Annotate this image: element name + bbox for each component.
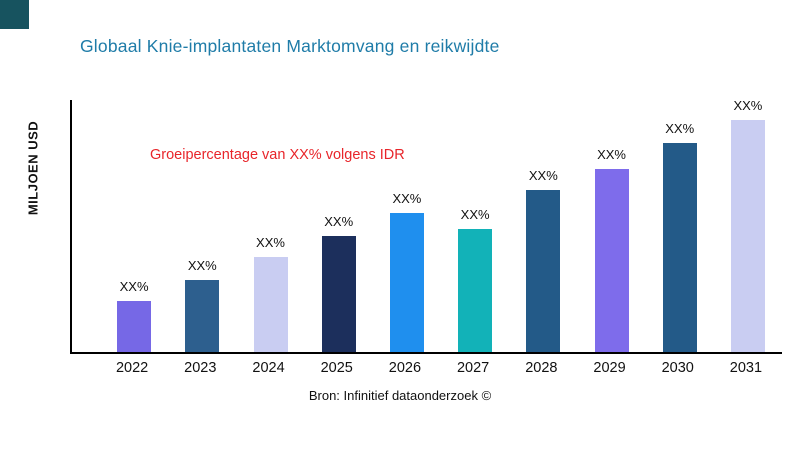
bar-2022 [117,301,152,352]
bar-group-2028: XX% [509,168,577,352]
x-tick-2029: 2029 [593,360,626,376]
x-tick-2031: 2031 [729,360,763,376]
bar-group-2031: XX% [714,98,782,352]
bar-group-2027: XX% [441,207,509,352]
bar-2029 [594,169,629,352]
x-tick-2023: 2023 [184,360,217,376]
x-tick-2028: 2028 [525,360,558,376]
y-axis-label: MILJOEN USD [25,120,41,216]
bar-value-label-2029: XX% [597,147,626,162]
plot-area: XX% XX% XX% XX% XX% XX% XX% XX% XX% XX% [70,98,782,354]
bar-group-2029: XX% [577,147,645,352]
bar-group-2026: XX% [373,191,441,352]
bar-group-2022: XX% [100,279,168,352]
chart-title: Globaal Knie-implantaten Marktomvang en … [80,36,500,56]
corner-accent [0,0,29,29]
bar-2028 [526,190,561,352]
bar-value-label-2030: XX% [665,121,695,136]
bar-value-label-2026: XX% [392,191,422,206]
bar-2025 [321,236,356,352]
x-axis-tick-labels: 2022 2023 2024 2025 2026 2027 2028 2029 2030 2031 [98,360,780,376]
bar-value-label-2023: XX% [187,258,217,273]
x-tick-2027: 2027 [456,360,490,376]
bar-value-label-2022: XX% [119,279,149,294]
x-tick-2030: 2030 [661,360,694,376]
bar-group-2025: XX% [305,214,373,352]
source-caption: Bron: Infinitief dataonderzoek © [308,388,492,403]
bar-2026 [389,213,424,352]
bars-container: XX% XX% XX% XX% XX% XX% XX% XX% XX% XX% [100,98,782,352]
bar-group-2030: XX% [646,121,714,352]
bar-value-label-2027: XX% [460,207,490,222]
bar-2030 [662,143,697,352]
x-tick-2025: 2025 [320,360,353,376]
bar-value-label-2028: XX% [528,168,558,183]
bar-value-label-2024: XX% [256,235,285,250]
bar-2024 [253,257,288,352]
bar-2031 [730,120,765,352]
growth-annotation: Groeipercentage van XX% volgens IDR [150,147,405,163]
x-tick-2022: 2022 [115,360,149,376]
bar-value-label-2031: XX% [733,98,763,113]
bar-2023 [185,280,220,352]
x-tick-2024: 2024 [252,360,285,376]
bar-group-2023: XX% [168,258,236,352]
bar-value-label-2025: XX% [324,214,354,229]
bar-group-2024: XX% [236,235,304,352]
bar-2027 [458,229,493,352]
x-tick-2026: 2026 [388,360,422,376]
